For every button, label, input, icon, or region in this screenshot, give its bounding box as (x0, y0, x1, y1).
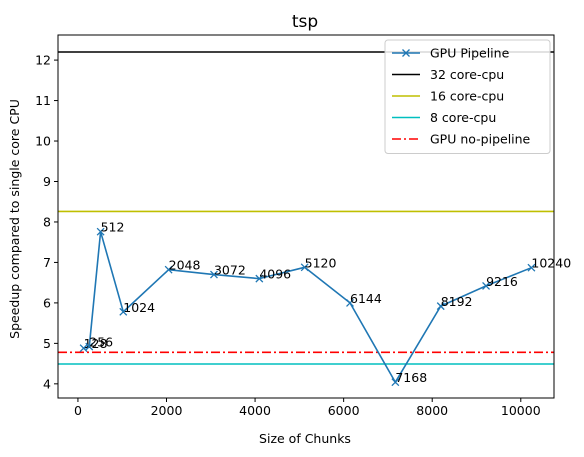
chart-title: tsp (292, 12, 318, 32)
gpu-pipeline-point (119, 307, 128, 316)
marker-stroke (79, 344, 88, 353)
gpu-pipeline-point (300, 263, 309, 272)
marker-stroke (255, 274, 264, 283)
point-label: 7168 (395, 370, 427, 385)
legend-item: 8 core-cpu (392, 110, 496, 125)
marker-stroke (527, 263, 536, 272)
marker-stroke (346, 298, 354, 307)
gpu-pipeline-point (255, 274, 264, 283)
legend-label: 16 core-cpu (430, 89, 504, 104)
axes-frame (57, 34, 555, 399)
legend-label: 8 core-cpu (430, 110, 496, 125)
point-label: 5120 (305, 255, 337, 270)
point-label: 10240 (531, 256, 571, 271)
legend-label: GPU no-pipeline (430, 132, 531, 147)
gpu-pipeline-point (391, 378, 400, 387)
y-tick-label: 4 (43, 376, 51, 391)
marker-stroke (85, 342, 94, 351)
y-tick-label: 7 (43, 255, 51, 270)
legend-item: 16 core-cpu (392, 89, 504, 104)
marker-stroke (300, 263, 309, 272)
gpu-pipeline-point (164, 265, 173, 274)
gpu-pipeline-point (210, 270, 218, 279)
x-axis-label: Size of Chunks (259, 431, 351, 446)
point-label: 9216 (486, 274, 518, 289)
marker-stroke (210, 270, 218, 279)
legend-item: GPU Pipeline (392, 46, 510, 61)
y-tick-label: 11 (35, 93, 51, 108)
gpu-pipeline-point (527, 263, 536, 272)
point-label: 8192 (441, 294, 473, 309)
y-axis: 4 5 6 7 8 9 10 11 12 (35, 53, 58, 391)
gpu-pipeline-point (96, 227, 105, 236)
gpu-pipeline-point (85, 342, 94, 351)
gpu-pipeline-point (346, 298, 354, 307)
y-tick-label: 10 (35, 134, 51, 149)
marker-stroke (482, 281, 491, 290)
point-label: 2048 (169, 258, 201, 273)
legend-marker (402, 49, 410, 57)
legend-label: 32 core-cpu (430, 67, 504, 82)
gpu-pipeline-point (436, 302, 445, 311)
y-tick-label: 5 (43, 336, 51, 351)
y-tick-label: 8 (43, 214, 51, 229)
y-tick-label: 12 (35, 53, 51, 68)
marker-stroke (436, 302, 445, 311)
y-tick-label: 9 (43, 174, 51, 189)
point-label: 512 (101, 220, 125, 235)
legend-item: GPU no-pipeline (392, 132, 531, 147)
point-label: 256 (89, 335, 113, 350)
y-tick-label: 6 (43, 295, 51, 310)
x-tick-label: 6000 (328, 403, 360, 418)
legend-box (384, 39, 551, 154)
x-axis: 0 2000 4000 6000 8000 10000 (74, 398, 541, 418)
x-tick-label: 10000 (501, 403, 541, 418)
marker-stroke (119, 307, 128, 316)
x-tick-label: 4000 (239, 403, 271, 418)
x-tick-label: 8000 (416, 403, 448, 418)
gpu-pipeline-point (79, 344, 88, 353)
point-label: 3072 (214, 263, 246, 278)
legend-item: 32 core-cpu (392, 67, 504, 82)
legend: GPU Pipeline 32 core-cpu 16 core-cpu 8 core… (384, 39, 551, 154)
point-label: 4096 (259, 267, 291, 282)
x-tick-label: 0 (74, 403, 82, 418)
gpu-pipeline-point (482, 281, 491, 290)
marker-stroke (96, 227, 105, 236)
point-label: 6144 (350, 291, 382, 306)
point-label: 1024 (123, 300, 155, 315)
marker-stroke (164, 265, 173, 274)
marker-stroke (391, 378, 400, 387)
y-axis-label: Speedup compared to single core CPU (7, 99, 22, 339)
legend-label: GPU Pipeline (430, 46, 510, 61)
x-tick-label: 2000 (151, 403, 183, 418)
